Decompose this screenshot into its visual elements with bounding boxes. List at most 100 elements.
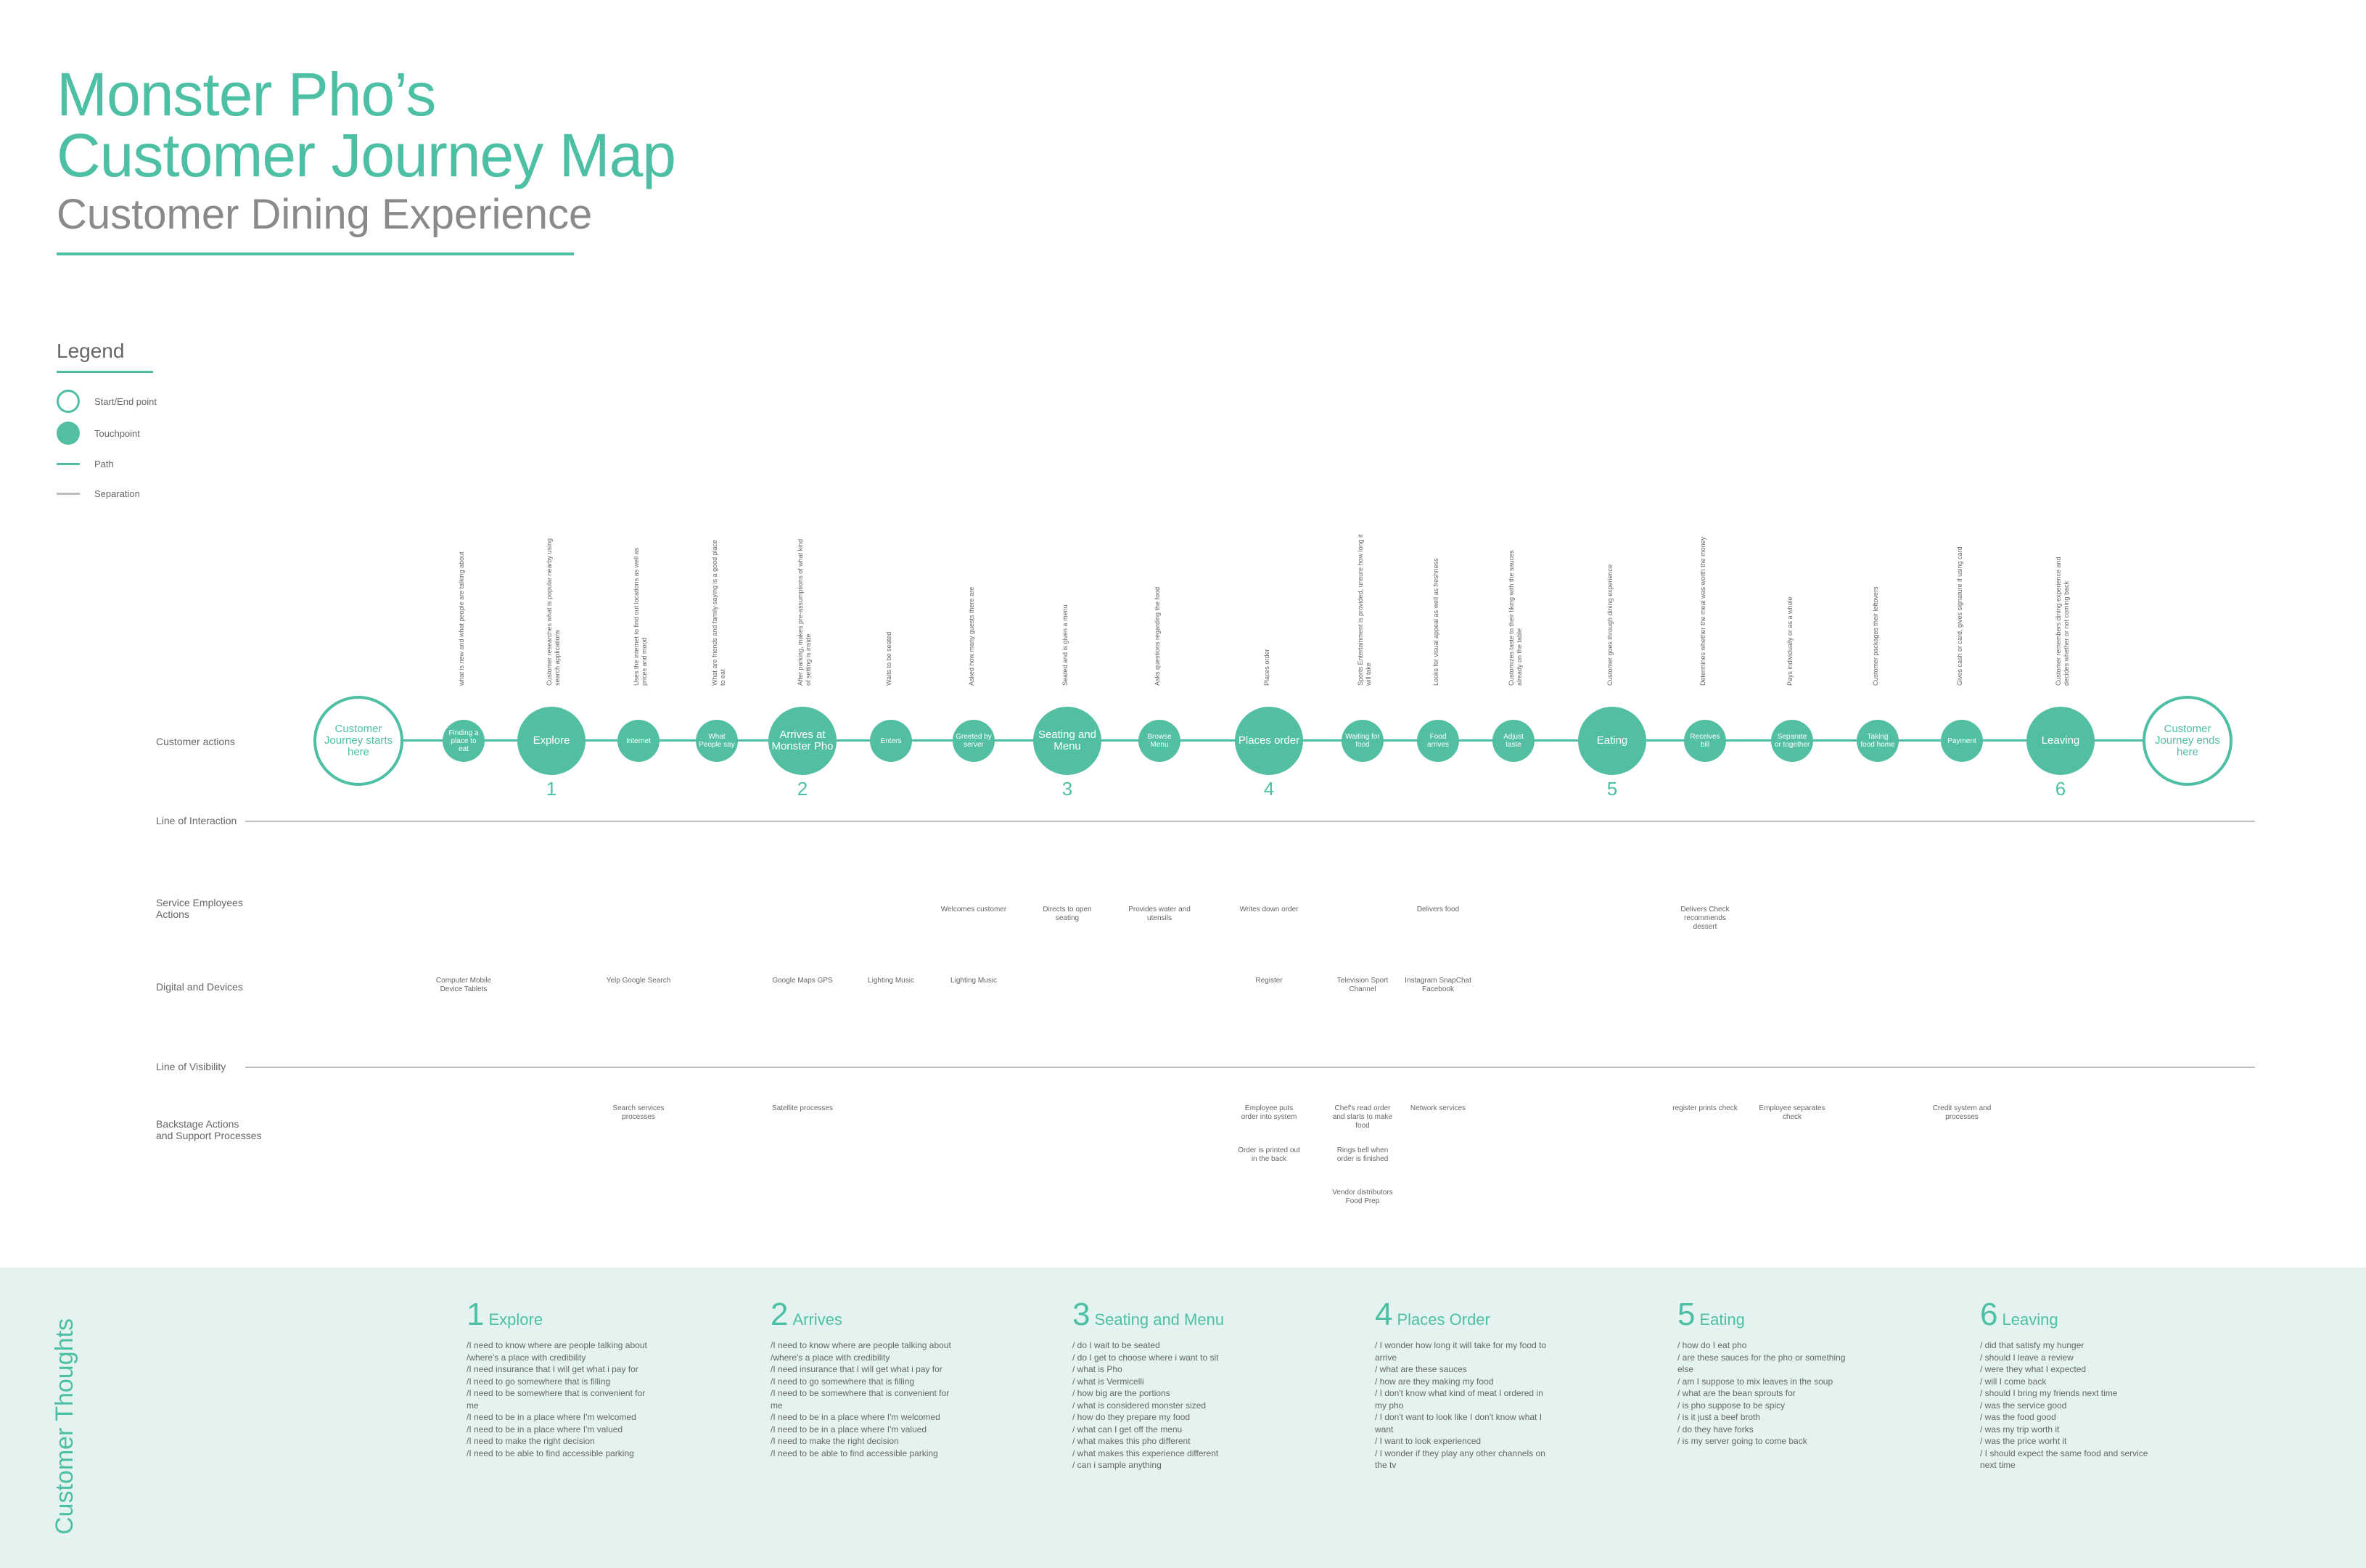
thought-column-number: 5 [1677,1297,1696,1332]
touchpoint-n12[interactable]: Food arrives [1417,720,1459,762]
thought-item: / what can I get off the menu [1072,1424,1183,1434]
service-action-text: Provides water and utensils [1128,906,1191,922]
touchpoint-label: Customer Journey ends here [2154,723,2221,758]
thought-list: /I need to know where are people talking… [467,1339,648,1459]
touchpoint-label: Receives bill [1690,733,1720,749]
touchpoint-n19[interactable]: Leaving [2026,707,2095,775]
thought-item: / what are these sauces [1375,1364,1467,1374]
thought-item: /where's a place with credibility [771,1352,890,1363]
touchpoint-label: Internet [626,736,651,745]
stage-number: 1 [546,778,557,800]
row-label-line: Actions [156,908,189,920]
touchpoint-label: Arrives at Monster Pho [771,728,834,752]
touchpoint-n3[interactable]: Internet [617,720,660,762]
touchpoint-n13[interactable]: Adjust taste [1492,720,1535,762]
thought-item: / should I leave a review [1980,1352,2074,1363]
touchpoint-n6[interactable]: Enters [870,720,912,762]
digital-device-text: Yelp Google Search [606,977,671,985]
thought-item: / was the food good [1980,1412,2056,1422]
path-symbol-icon [57,463,80,465]
thought-column-title: Places Order [1397,1310,1490,1329]
digital-device-text: Register [1255,977,1283,985]
thought-item: /I need to be somewhere that is convenie… [771,1388,950,1411]
row-label-line: Backstage Actions [156,1118,239,1130]
touchpoint-note: Sports Entertainment is provided, unsure… [1357,534,1372,686]
touchpoint-symbol-icon [57,422,80,445]
thought-column-6: 6 Leaving / did that satisfy my hunger / sh… [1980,1299,2161,1471]
thought-item: / do they have forks [1677,1424,1754,1434]
line-of-visibility [245,1067,2255,1068]
legend-label: Start/End point [94,395,157,407]
touchpoint-n8[interactable]: Seating and Menu [1033,707,1101,775]
thought-item: /I need to be able to find accessible pa… [771,1448,938,1458]
customer-thoughts-title: Customer Thoughts [51,1318,78,1535]
touchpoint-n10[interactable]: Places order [1235,707,1303,775]
touchpoint-n14[interactable]: Eating [1578,707,1646,775]
separation-symbol-icon [57,493,80,495]
touchpoint-n16[interactable]: Separate or together [1771,720,1813,762]
thought-column-2: 2 Arrives/I need to know where are people… [771,1299,952,1459]
touchpoint-n4[interactable]: What People say [696,720,738,762]
thought-column-3: 3 Seating and Menu / do I wait to be seate… [1072,1299,1254,1471]
thought-column-header: 4 Places Order [1375,1299,1556,1331]
thought-column-title: Explore [488,1310,543,1329]
thought-item: / I don't know what kind of meat I order… [1375,1388,1543,1411]
service-action-text: Delivers Check recommends dessert [1680,906,1730,931]
thought-item: / I don't want to look like I don't know… [1375,1412,1543,1434]
touchpoint-n15[interactable]: Receives bill [1684,720,1726,762]
row-label-line: Service Employees [156,897,243,908]
touchpoint-n5[interactable]: Arrives at Monster Pho [768,707,837,775]
title-line-1: Monster Pho’s [57,60,436,128]
thought-item: / I wonder how long it will take for my … [1375,1340,1547,1363]
legend-underline [57,371,153,373]
thought-item: / is it just a beef broth [1677,1412,1761,1422]
touchpoint-start[interactable]: Customer Journey starts here [313,696,403,786]
thought-item: /I need to know where are people talking… [467,1340,647,1350]
legend-item-path: Path [57,459,114,469]
thought-item: / I wonder if they play any other channe… [1375,1448,1545,1471]
thought-list: / did that satisfy my hunger / should I l… [1980,1339,2161,1471]
touchpoint-n17[interactable]: Taking food home [1857,720,1899,762]
touchpoint-n11[interactable]: Waiting for food [1342,720,1384,762]
touchpoint-end[interactable]: Customer Journey ends here [2143,696,2232,786]
backstage-text: Chef's read order and starts to make foo… [1332,1104,1393,1130]
touchpoint-note: Asks questions regarding the food [1154,586,1161,686]
touchpoint-n9[interactable]: Browse Menu [1138,720,1180,762]
backstage-text: Vendor distributors Food Prep [1332,1189,1393,1205]
backstage-text: Employee separates check [1759,1104,1825,1121]
thought-item: / was my trip worth it [1980,1424,2060,1434]
touchpoint-n2[interactable]: Explore [517,707,586,775]
thought-item: / how do they prepare my food [1072,1412,1191,1422]
touchpoint-note: After parking, makes pre-assumptions of … [797,538,812,686]
thought-item: /I need to go somewhere that is filling [771,1376,915,1387]
thought-item: / did that satisfy my hunger [1980,1340,2084,1350]
digital-device-text: Lighting Music [950,977,997,985]
backstage-text: Employee puts order into system [1241,1104,1297,1121]
thought-item: / is pho suppose to be spicy [1677,1400,1786,1411]
touchpoint-label: Browse Menu [1147,733,1172,749]
title-line-2: Customer Journey Map [57,121,676,189]
thought-item: / what makes this experience different [1072,1448,1219,1458]
legend-item-touchpoint: Touchpoint [57,422,140,445]
touchpoint-label: Greeted by server [956,733,992,749]
legend-title: Legend [57,340,125,362]
touchpoint-note: Customer goes through dining experience [1606,564,1614,686]
touchpoint-n18[interactable]: Payment [1941,720,1983,762]
digital-device-text: Lighting Music [868,977,914,985]
touchpoint-n7[interactable]: Greeted by server [953,720,995,762]
touchpoint-label: Payment [1947,736,1976,745]
touchpoint-note: Customizes taste to their liking with th… [1508,550,1523,686]
thought-column-title: Leaving [2002,1310,2058,1329]
backstage-text: Satellite processes [772,1104,833,1112]
touchpoint-n1[interactable]: Finding a place to eat [443,720,485,762]
thought-column-header: 6 Leaving [1980,1299,2161,1331]
thought-item: /I need to go somewhere that is filling [467,1376,611,1387]
touchpoint-note: Determines whether the meal was worth th… [1699,536,1706,686]
thought-column-1: 1 Explore/I need to know where are people… [467,1299,648,1459]
thought-item: / am I suppose to mix leaves in the soup [1677,1376,1833,1387]
touchpoint-note: Customer researches what is popular near… [546,538,561,686]
thought-list: / I wonder how long it will take for my … [1375,1339,1556,1471]
backstage-text: Search services processes [612,1104,665,1121]
touchpoint-label: Waiting for food [1345,733,1380,749]
touchpoint-note: what is new and what people are talking … [458,551,465,686]
